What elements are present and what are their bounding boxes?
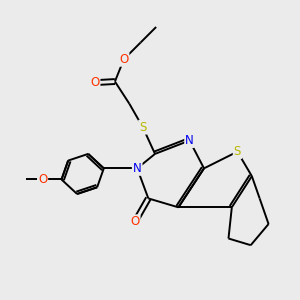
Text: O: O <box>130 215 140 228</box>
Text: N: N <box>185 134 194 147</box>
Text: N: N <box>133 162 142 175</box>
Text: O: O <box>119 53 128 66</box>
Text: S: S <box>139 121 146 134</box>
Text: S: S <box>234 145 241 158</box>
Text: O: O <box>90 76 100 89</box>
Text: O: O <box>38 173 47 186</box>
